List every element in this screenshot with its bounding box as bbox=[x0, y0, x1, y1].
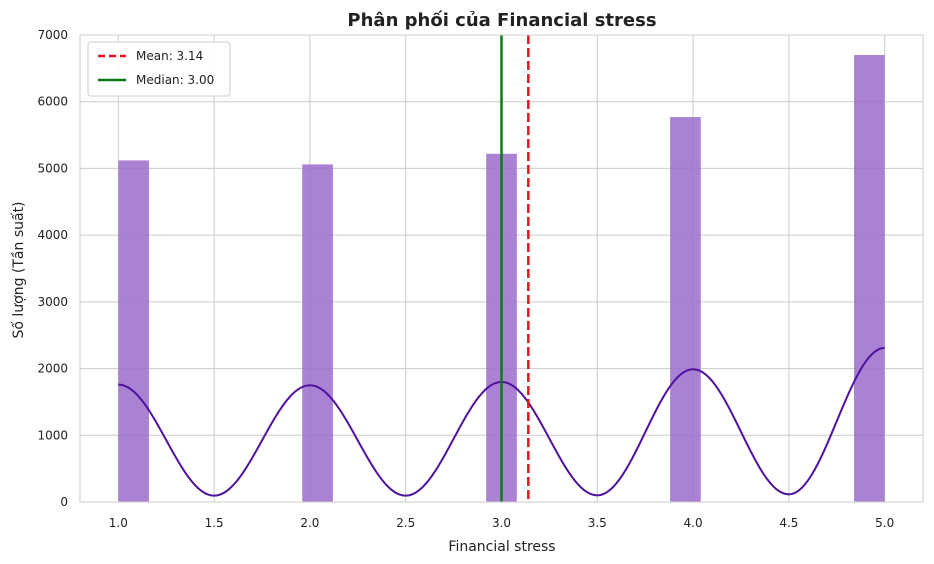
y-tick-label: 7000 bbox=[37, 28, 68, 42]
legend: Mean: 3.14 Median: 3.00 bbox=[87, 41, 231, 97]
x-tick-label: 2.0 bbox=[300, 516, 319, 530]
y-tick-label: 0 bbox=[60, 495, 68, 509]
y-axis-label: Số lượng (Tần suất) bbox=[10, 201, 27, 338]
y-tick-label: 1000 bbox=[37, 428, 68, 442]
y-tick-labels: 0 1000 2000 3000 4000 5000 6000 7000 bbox=[37, 28, 68, 509]
x-tick-label: 4.5 bbox=[779, 516, 798, 530]
y-tick-label: 5000 bbox=[37, 161, 68, 175]
x-tick-label: 1.0 bbox=[109, 516, 128, 530]
legend-label: Mean: 3.14 bbox=[136, 49, 203, 63]
histogram-bar bbox=[302, 164, 333, 502]
histogram-bar bbox=[854, 55, 885, 503]
histogram-bar bbox=[670, 117, 701, 503]
y-tick-label: 2000 bbox=[37, 362, 68, 376]
x-axis-label: Financial stress bbox=[448, 539, 555, 555]
x-tick-label: 5.0 bbox=[875, 516, 894, 530]
x-tick-labels: 1.0 1.5 2.0 2.5 3.0 3.5 4.0 4.5 5.0 bbox=[109, 516, 894, 530]
x-tick-label: 4.0 bbox=[684, 516, 703, 530]
legend-label: Median: 3.00 bbox=[136, 73, 214, 87]
y-tick-label: 6000 bbox=[37, 95, 68, 109]
x-tick-label: 3.0 bbox=[492, 516, 511, 530]
x-tick-label: 2.5 bbox=[396, 516, 415, 530]
reference-lines bbox=[500, 35, 530, 502]
histogram-bar bbox=[118, 160, 149, 502]
plot-frame bbox=[79, 34, 924, 503]
x-tick-label: 3.5 bbox=[588, 516, 607, 530]
x-tick-label: 1.5 bbox=[205, 516, 224, 530]
chart-title: Phân phối của Financial stress bbox=[347, 10, 656, 31]
y-tick-label: 4000 bbox=[37, 228, 68, 242]
y-tick-label: 3000 bbox=[37, 295, 68, 309]
